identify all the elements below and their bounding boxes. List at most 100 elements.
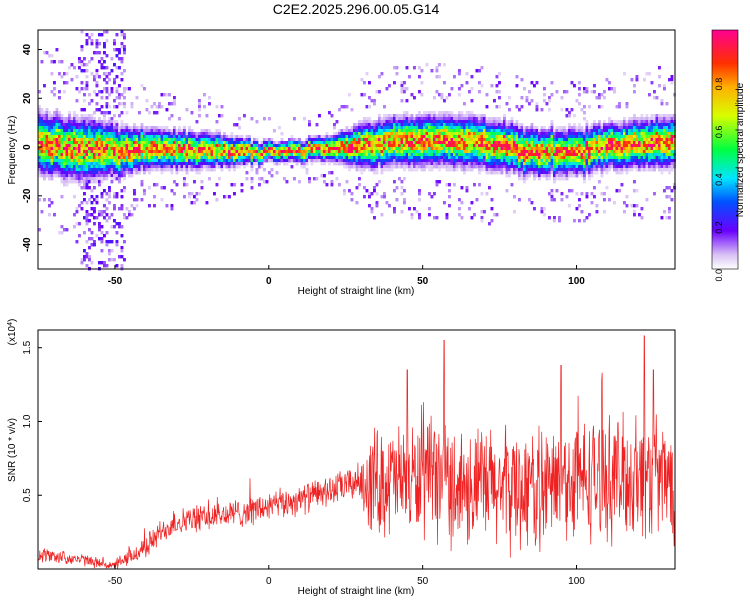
heatmap-cell (440, 123, 444, 127)
heatmap-cell (80, 132, 84, 136)
heatmap-cell (123, 258, 126, 262)
heatmap-cell (440, 120, 444, 124)
heatmap-cell (60, 171, 64, 175)
heatmap-cell (570, 165, 574, 169)
heatmap-cell (610, 159, 614, 163)
heatmap-cell (38, 108, 41, 112)
heatmap-cell (130, 135, 134, 139)
heatmap-cell (115, 231, 119, 235)
heatmap-cell (458, 153, 461, 157)
heatmap-cell (383, 123, 386, 127)
heatmap-cell (135, 144, 139, 148)
heatmap-cell (500, 123, 504, 127)
heatmap-cell (205, 165, 209, 169)
heatmap-cell (115, 33, 119, 37)
heatmap-cell (185, 141, 189, 145)
heatmap-cell (108, 201, 111, 205)
heatmap-cell (48, 174, 51, 178)
heatmap-cell (648, 150, 651, 154)
heatmap-cell (98, 132, 101, 136)
heatmap-cell (388, 162, 391, 166)
heatmap-cell (48, 54, 51, 58)
heatmap-cell (60, 162, 64, 166)
heatmap-cell (203, 153, 206, 157)
heatmap-cell (488, 138, 491, 142)
heatmap-cell (625, 204, 629, 208)
heatmap-cell (245, 141, 249, 145)
heatmap-cell (190, 141, 194, 145)
heatmap-cell (583, 105, 586, 109)
heatmap-cell (108, 168, 111, 172)
heatmap-cell (605, 168, 609, 172)
heatmap-cell (123, 213, 126, 217)
heatmap-cell (295, 156, 299, 160)
heatmap-cell (98, 90, 101, 94)
heatmap-cell (138, 132, 141, 136)
heatmap-cell (45, 120, 49, 124)
heatmap-cell (380, 153, 384, 157)
heatmap-cell (115, 222, 119, 226)
heatmap-cell (358, 138, 361, 142)
heatmap-cell (483, 153, 486, 157)
heatmap-cell (83, 216, 86, 220)
heatmap-cell (203, 144, 206, 148)
heatmap-cell (400, 186, 404, 190)
heatmap-cell (560, 132, 564, 136)
heatmap-cell (615, 150, 619, 154)
heatmap-cell (378, 120, 381, 124)
heatmap-cell (615, 171, 619, 175)
heatmap-cell (593, 168, 596, 172)
heatmap-cell (110, 141, 114, 145)
heatmap-cell (55, 132, 59, 136)
heatmap-cell (330, 135, 334, 139)
heatmap-cell (435, 156, 439, 160)
heatmap-cell (570, 156, 574, 160)
heatmap-cell (515, 75, 519, 79)
heatmap-cell (310, 156, 314, 160)
heatmap-cell (548, 99, 551, 103)
heatmap-cell (563, 90, 566, 94)
heatmap-cell (565, 159, 569, 163)
heatmap-cell (400, 126, 404, 130)
heatmap-cell (653, 126, 656, 130)
heatmap-cell (368, 195, 371, 199)
heatmap-cell (570, 174, 574, 178)
heatmap-cell (605, 141, 609, 145)
heatmap-cell (148, 147, 151, 151)
heatmap-cell (438, 147, 441, 151)
heatmap-cell (358, 150, 361, 154)
heatmap-cell (473, 213, 476, 217)
heatmap-cell (43, 135, 46, 139)
heatmap-cell (90, 135, 94, 139)
heatmap-cell (145, 168, 149, 172)
heatmap-cell (468, 138, 471, 142)
heatmap-cell (505, 159, 509, 163)
heatmap-cell (625, 135, 629, 139)
heatmap-cell (360, 123, 364, 127)
heatmap-cell (385, 135, 389, 139)
heatmap-cell (53, 162, 56, 166)
heatmap-cell (508, 120, 511, 124)
heatmap-cell (485, 159, 489, 163)
heatmap-cell (505, 144, 509, 148)
heatmap-cell (628, 120, 631, 124)
heatmap-cell (503, 168, 506, 172)
heatmap-cell (83, 150, 86, 154)
heatmap-cell (430, 156, 434, 160)
heatmap-cell (453, 75, 456, 79)
heatmap-cell (293, 177, 296, 181)
heatmap-cell (515, 123, 519, 127)
heatmap-cell (575, 150, 579, 154)
heatmap-cell (553, 144, 556, 148)
heatmap-cell (218, 114, 221, 118)
heatmap-cell (175, 168, 179, 172)
heatmap-cell (238, 135, 241, 139)
heatmap-cell (508, 123, 511, 127)
heatmap-cell (238, 156, 241, 160)
heatmap-cell (173, 180, 176, 184)
heatmap-cell (530, 156, 534, 160)
heatmap-cell (255, 147, 259, 151)
heatmap-cell (413, 129, 416, 133)
heatmap-cell (473, 120, 476, 124)
heatmap-cell (408, 168, 411, 172)
